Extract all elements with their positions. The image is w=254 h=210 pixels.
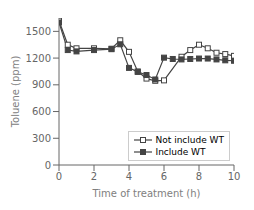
svg-text:600: 600: [32, 106, 51, 117]
svg-text:10: 10: [228, 171, 241, 182]
svg-text:6: 6: [161, 171, 167, 182]
svg-text:4: 4: [126, 171, 132, 182]
html-text:Not include WT: Not include WT: [155, 135, 224, 145]
svg-text:1200: 1200: [26, 53, 51, 64]
svg-text:8: 8: [196, 171, 202, 182]
svg-text:Time of treatment (h): Time of treatment (h): [92, 188, 201, 199]
svg-text:300: 300: [32, 133, 51, 144]
svg-text:Toluene (ppm): Toluene (ppm): [10, 56, 21, 129]
svg-text:0: 0: [45, 160, 51, 171]
svg-text:0: 0: [56, 171, 62, 182]
svg-text:2: 2: [91, 171, 97, 182]
html-text:Include WT: Include WT: [155, 147, 206, 157]
svg-text:1500: 1500: [26, 26, 51, 37]
svg-text:900: 900: [32, 79, 51, 90]
